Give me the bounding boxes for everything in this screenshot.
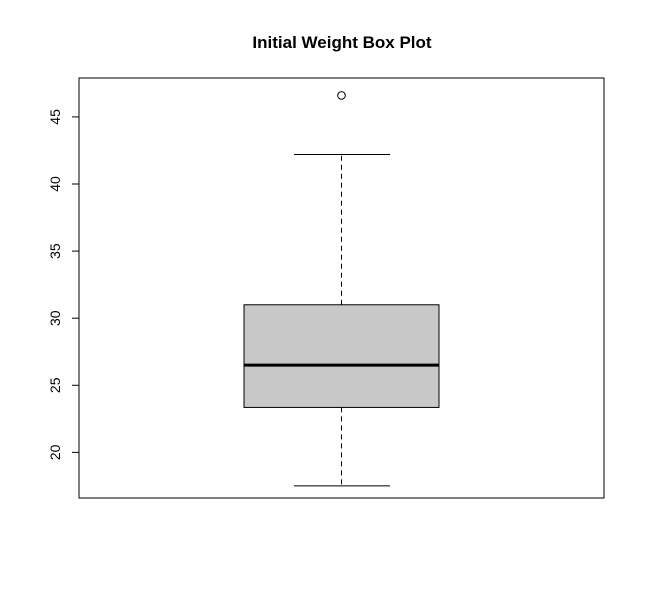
iqr-box <box>243 304 440 408</box>
y-tick-label: 20 <box>47 444 63 460</box>
y-tick-label: 35 <box>47 243 63 259</box>
outlier-point <box>337 91 346 100</box>
y-axis: 20 25 30 35 40 45 <box>47 109 80 460</box>
chart-title: Initial Weight Box Plot <box>252 33 431 52</box>
y-tick-label: 30 <box>47 310 63 326</box>
y-tick-label: 40 <box>47 176 63 192</box>
y-tick-label: 25 <box>47 377 63 393</box>
y-tick-label: 45 <box>47 109 63 125</box>
box-group <box>243 91 440 487</box>
